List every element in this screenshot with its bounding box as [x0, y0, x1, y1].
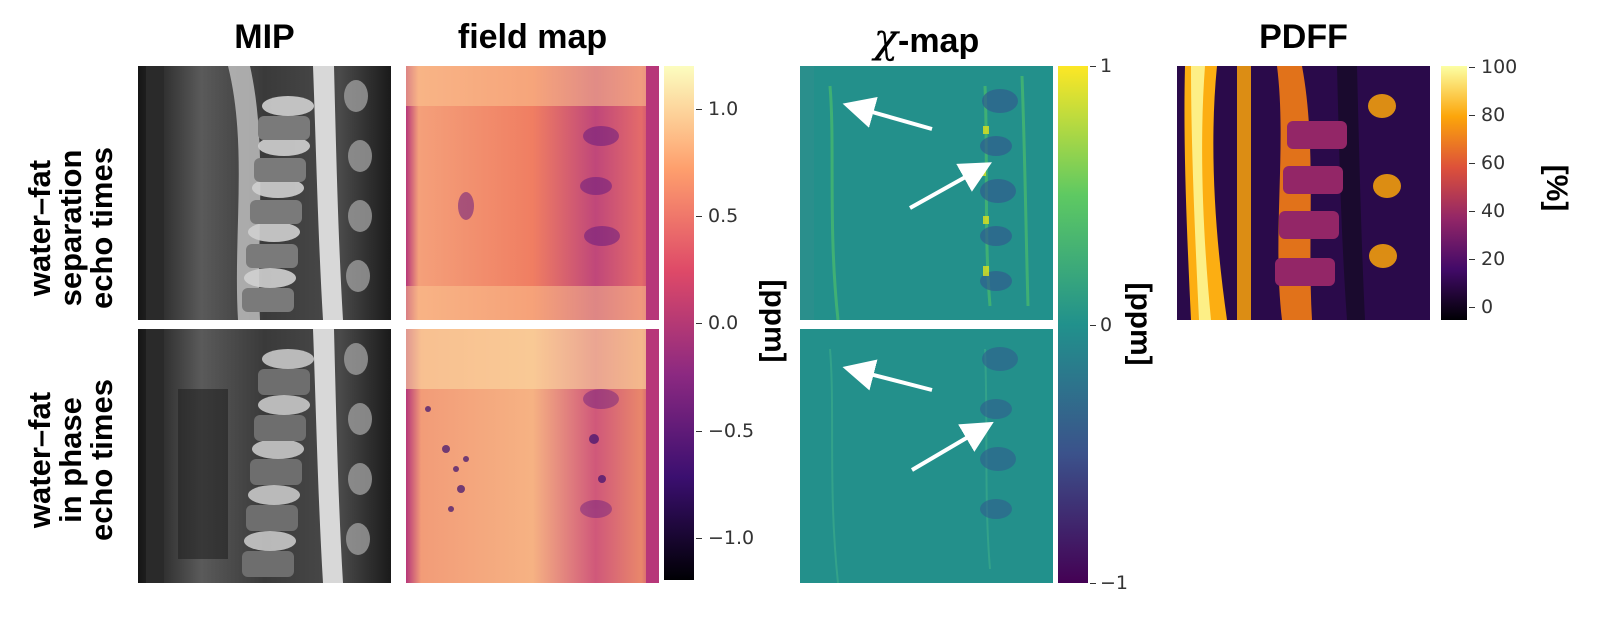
mip-image-bottom — [138, 329, 391, 583]
field-map-tick-3: 0.0 — [696, 312, 738, 334]
chi-symbol: χ — [873, 16, 898, 62]
pdff-tick-5: 20 — [1469, 248, 1505, 270]
field-map-colorbar — [664, 66, 694, 580]
pdff-tick-6: 0 — [1469, 296, 1493, 318]
field-map-tick-5: −1.0 — [696, 527, 754, 549]
pdff-tick-1: 100 — [1469, 56, 1517, 78]
mip-image-top — [138, 66, 391, 320]
column-title-pdff: PDFF — [1259, 18, 1348, 56]
column-title-mip: MIP — [234, 18, 295, 56]
row-label-top-line2: separation — [53, 149, 88, 307]
pdff-colorbar-unit: [%] — [1540, 164, 1573, 212]
row-label-top: water–fat separation echo times — [22, 128, 124, 328]
pdff-tick-4: 40 — [1469, 200, 1505, 222]
chi-map-colorbar-ticks: 1 0 −1 — [1090, 55, 1130, 595]
field-map-colorbar-ticks: 1.0 0.5 0.0 −0.5 −1.0 — [696, 66, 766, 580]
pdff-colorbar — [1441, 66, 1467, 320]
row-label-top-line3: echo times — [84, 147, 119, 309]
field-map-colorbar-unit: [ppm] — [758, 279, 791, 363]
row-label-bottom: water–fat in phase echo times — [22, 360, 124, 560]
field-map-tick-2: 0.5 — [696, 205, 738, 227]
pdff-image — [1177, 66, 1430, 320]
chi-map-tick-2: 0 — [1090, 314, 1112, 336]
row-label-bottom-line2: in phase — [53, 397, 88, 523]
chi-map-image-top — [800, 66, 1053, 320]
chi-map-tick-1: 1 — [1090, 55, 1112, 77]
row-label-bottom-line1: water–fat — [22, 391, 57, 529]
chi-map-colorbar-unit: [ppm] — [1124, 282, 1157, 366]
pdff-colorbar-ticks: 100 80 60 40 20 0 — [1469, 56, 1539, 326]
field-map-image-bottom — [406, 329, 659, 583]
row-label-bottom-line3: echo times — [84, 379, 119, 541]
pdff-tick-2: 80 — [1469, 104, 1505, 126]
chi-map-tick-3: −1 — [1090, 572, 1128, 594]
row-label-top-line1: water–fat — [22, 159, 57, 297]
column-title-field-map: field map — [457, 18, 608, 56]
field-map-tick-1: 1.0 — [696, 98, 738, 120]
chi-map-image-bottom — [800, 329, 1053, 583]
pdff-tick-3: 60 — [1469, 152, 1505, 174]
column-title-chi-map: χ-map — [800, 16, 1053, 62]
field-map-image-top — [406, 66, 659, 320]
chi-suffix: -map — [898, 22, 980, 60]
chi-map-colorbar — [1058, 66, 1088, 583]
field-map-tick-4: −0.5 — [696, 420, 754, 442]
